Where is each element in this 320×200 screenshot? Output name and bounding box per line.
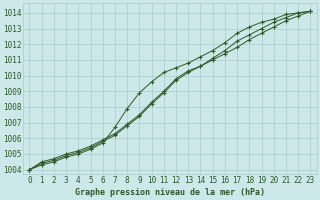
X-axis label: Graphe pression niveau de la mer (hPa): Graphe pression niveau de la mer (hPa) <box>75 188 265 197</box>
